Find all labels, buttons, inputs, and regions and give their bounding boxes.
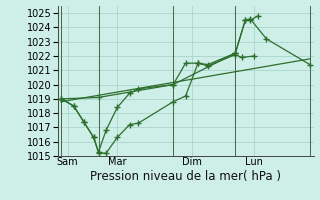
X-axis label: Pression niveau de la mer( hPa ): Pression niveau de la mer( hPa ) (90, 170, 281, 183)
